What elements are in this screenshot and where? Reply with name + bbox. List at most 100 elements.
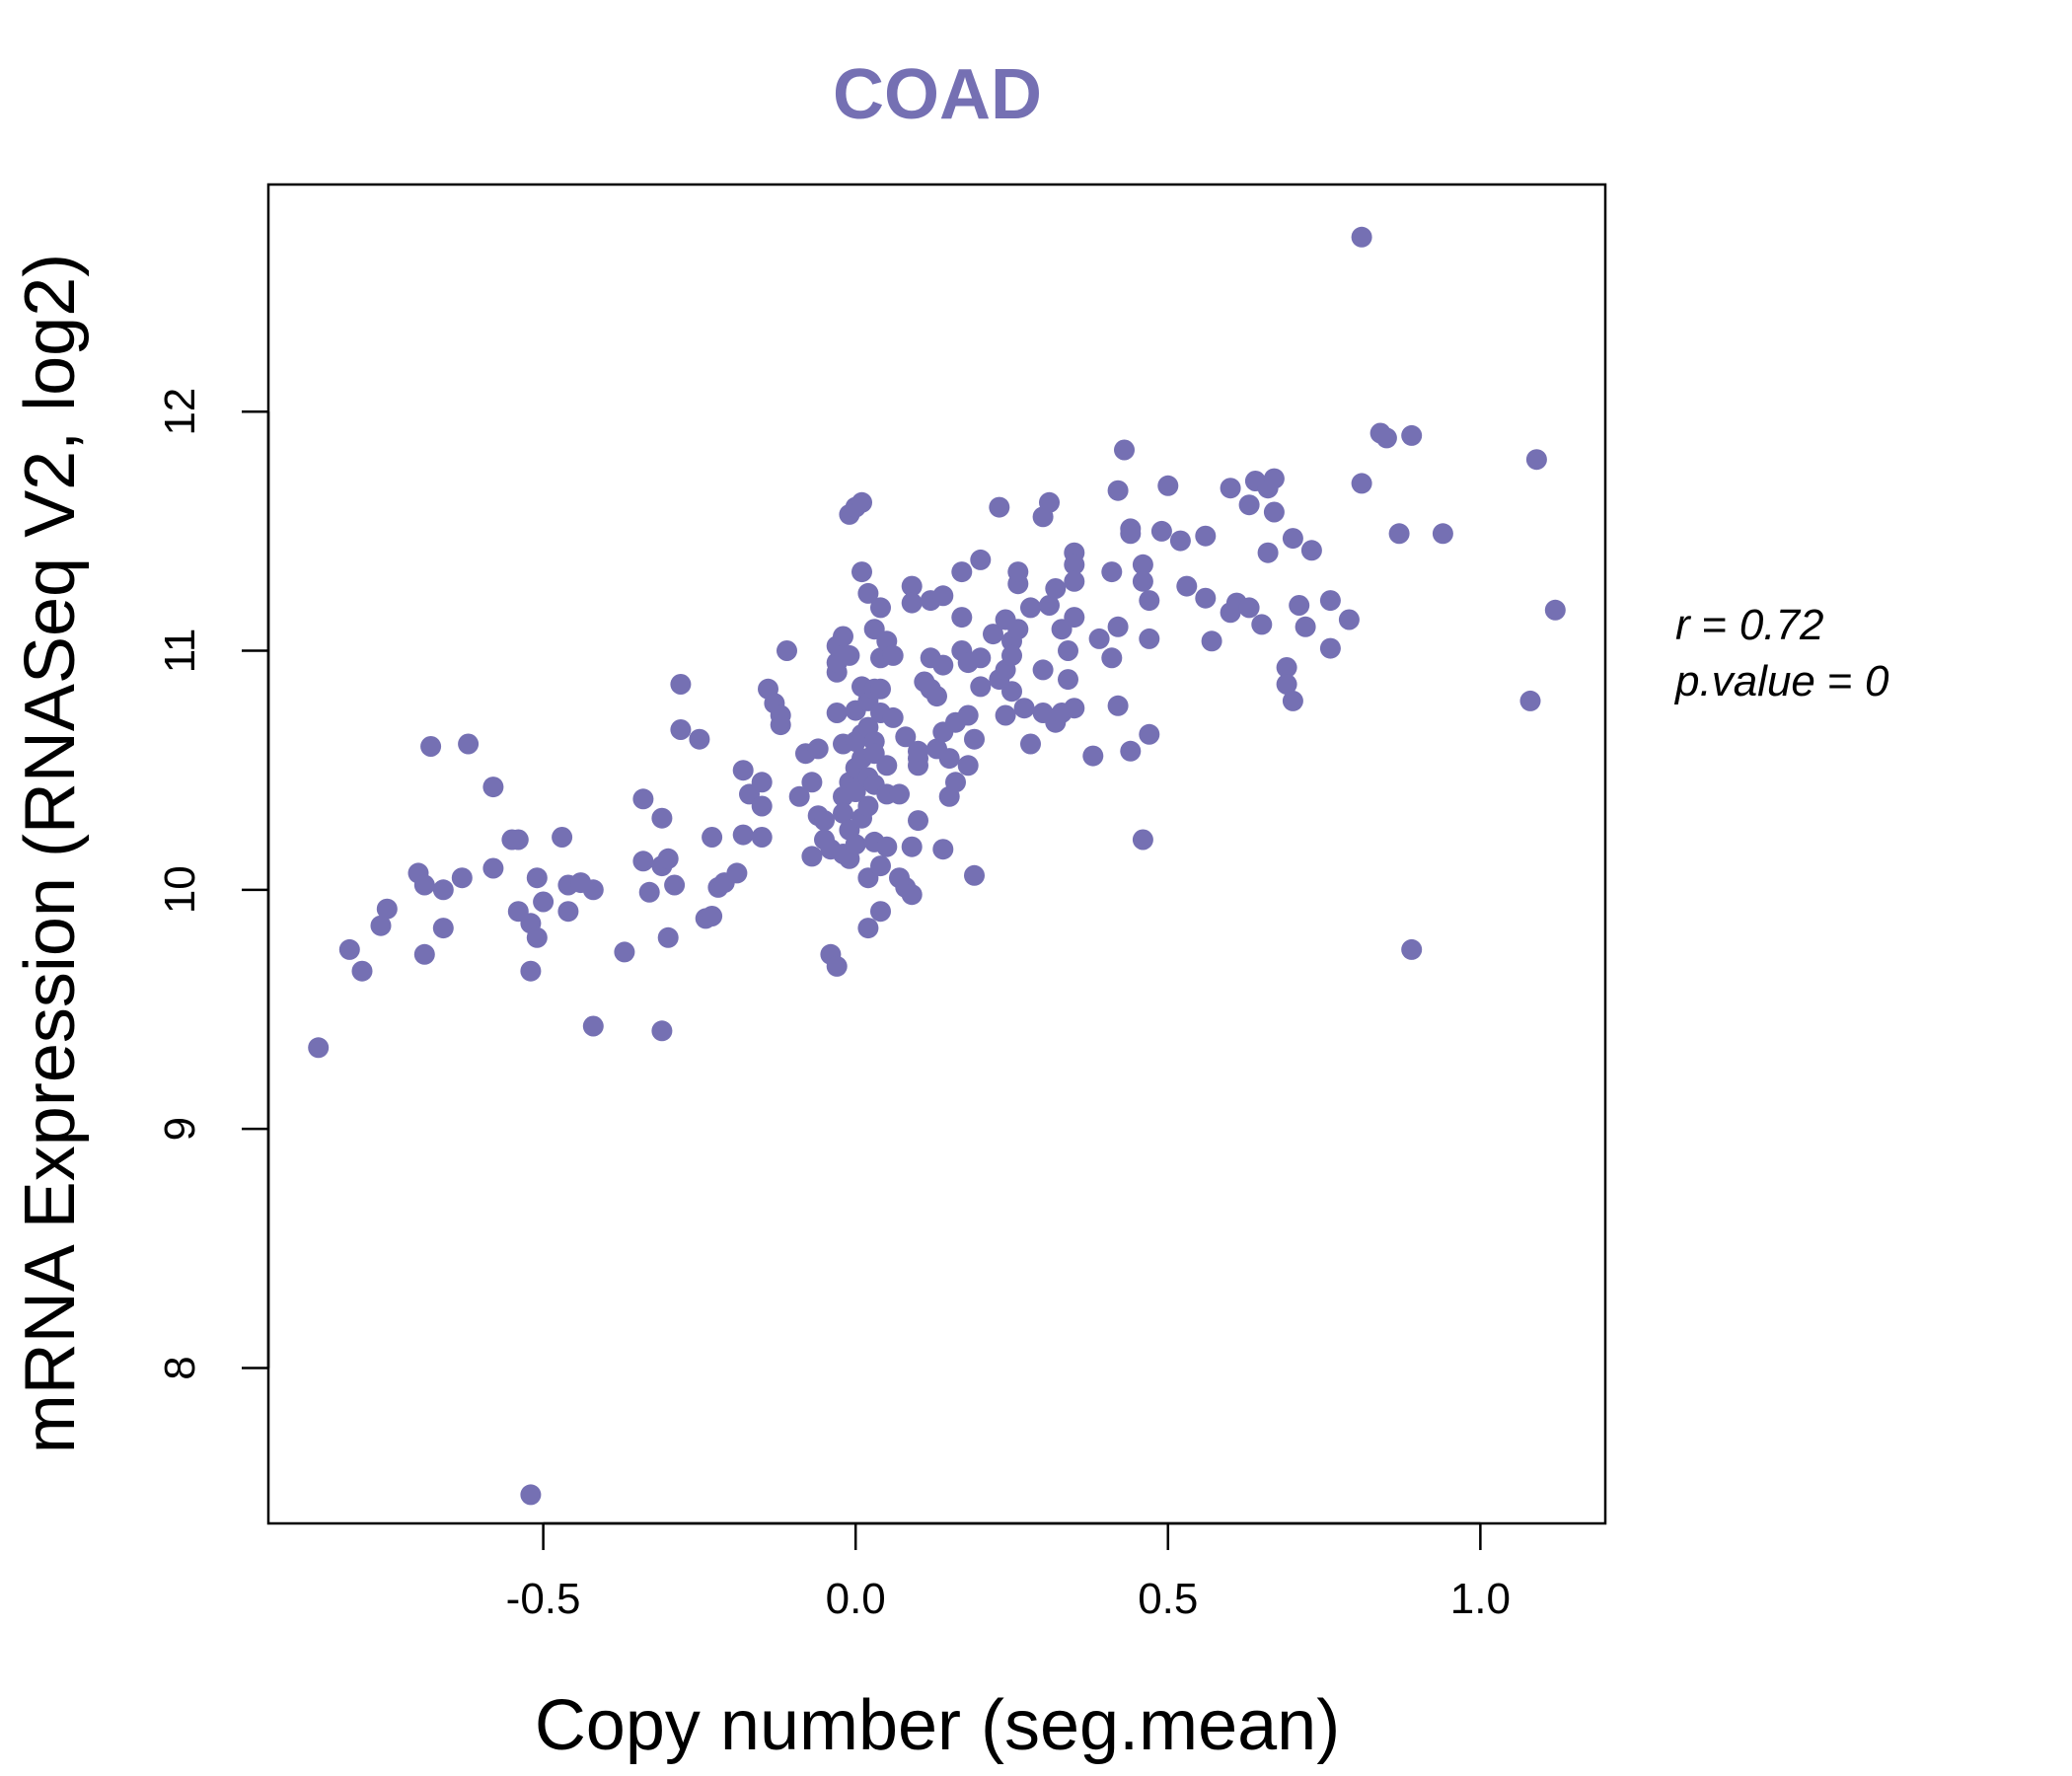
data-point [1045, 578, 1067, 599]
data-point [870, 855, 891, 877]
correlation-annotation: r = 0.72 [1675, 601, 1823, 649]
data-point [1195, 587, 1217, 609]
data-point [826, 955, 848, 977]
data-point [1020, 733, 1041, 755]
x-axis: -0.5 0.0 0.5 1.0 [506, 1521, 1511, 1623]
data-point [638, 881, 660, 903]
data-point [1276, 674, 1297, 695]
data-point [1238, 597, 1260, 619]
data-point [876, 755, 898, 777]
data-point [1432, 523, 1453, 545]
data-point [526, 926, 548, 948]
data-point [632, 788, 654, 810]
data-point [1039, 491, 1060, 513]
x-tick-label: -0.5 [506, 1575, 581, 1623]
data-point [1176, 575, 1198, 597]
data-point [1020, 597, 1041, 619]
data-point [770, 714, 791, 736]
data-point [851, 561, 872, 583]
data-point [670, 719, 692, 740]
data-point [845, 781, 866, 802]
data-point [1375, 427, 1397, 449]
data-point [520, 1484, 542, 1506]
data-point [964, 728, 985, 750]
data-point [1169, 530, 1191, 552]
data-point [1338, 609, 1360, 630]
data-point [751, 827, 773, 848]
data-point [814, 810, 835, 832]
data-point [908, 810, 928, 832]
data-point [1351, 226, 1372, 248]
x-tick-label: 1.0 [1450, 1575, 1511, 1623]
data-point [1120, 740, 1142, 762]
y-tick-label: 9 [156, 1117, 204, 1141]
r-label: r [1675, 601, 1692, 649]
data-point [870, 597, 891, 619]
data-point [1107, 616, 1129, 637]
y-tick-label: 11 [156, 629, 204, 674]
data-point [632, 851, 654, 872]
data-point [876, 836, 898, 857]
data-point [857, 582, 879, 604]
data-point [552, 827, 573, 848]
p-value: 0 [1865, 657, 1889, 705]
data-point [1058, 669, 1078, 691]
data-point [1289, 595, 1310, 616]
data-point [520, 960, 542, 982]
data-point [964, 864, 985, 886]
data-point [983, 624, 1003, 645]
data-point [1519, 690, 1541, 711]
data-point [1013, 698, 1035, 719]
data-point [1107, 695, 1129, 716]
data-point [833, 626, 853, 647]
x-tick-label: 0.5 [1138, 1575, 1198, 1623]
data-point [1319, 637, 1341, 659]
data-point [932, 654, 954, 676]
data-point [1220, 478, 1241, 499]
data-point [651, 807, 673, 829]
data-point [1064, 607, 1085, 629]
data-point [788, 785, 810, 807]
data-point [726, 862, 748, 884]
data-point [1082, 745, 1104, 767]
data-point [951, 561, 973, 583]
data-point [1282, 690, 1303, 711]
data-point [1351, 473, 1372, 494]
y-axis-label: mRNA Expression (RNASeq V2, log2) [11, 254, 90, 1453]
data-point [370, 915, 392, 936]
data-point [1282, 528, 1303, 550]
data-point [957, 704, 979, 726]
data-point [926, 686, 947, 707]
data-point [482, 777, 504, 798]
data-point [1276, 657, 1297, 678]
data-point [777, 640, 797, 661]
data-point [833, 802, 853, 824]
data-point [1007, 561, 1029, 583]
data-point [751, 772, 773, 793]
data-point [857, 795, 879, 817]
data-point [1388, 523, 1410, 545]
data-point [932, 585, 954, 607]
data-point [413, 874, 435, 896]
data-point [826, 703, 848, 723]
data-point [970, 647, 992, 669]
data-point [882, 644, 904, 666]
data-point [1120, 518, 1142, 540]
data-point [1001, 644, 1022, 666]
data-point [839, 644, 860, 666]
data-point [651, 1020, 673, 1042]
chart-title: COAD [833, 55, 1042, 134]
data-point [1064, 570, 1085, 592]
data-point [901, 836, 923, 857]
data-point [1150, 520, 1172, 542]
p-label: p.value [1673, 657, 1815, 705]
data-point [1525, 449, 1547, 471]
data-point [533, 891, 555, 913]
data-point [670, 674, 692, 695]
data-point [1132, 554, 1153, 575]
data-point [901, 592, 923, 614]
data-point [801, 772, 823, 793]
data-point [938, 748, 960, 770]
data-point [526, 867, 548, 889]
data-point [376, 898, 398, 920]
